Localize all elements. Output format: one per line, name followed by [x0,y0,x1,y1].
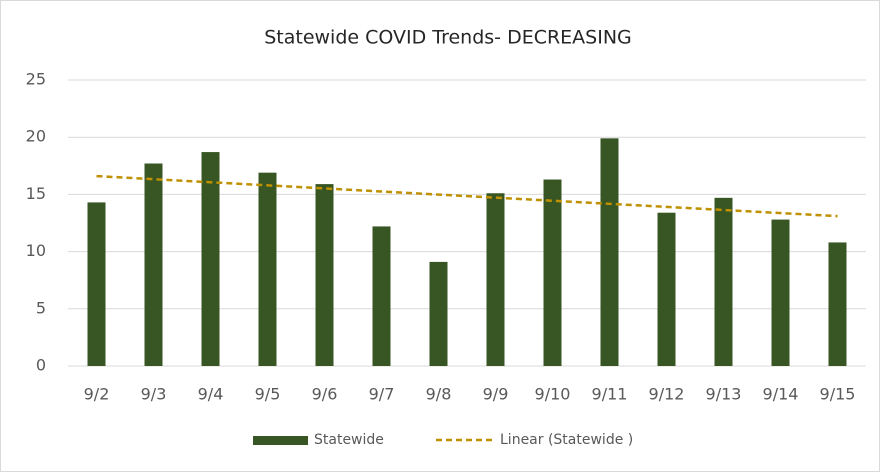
y-tick-label: 20 [26,127,46,146]
chart-title: Statewide COVID Trends- DECREASING [264,27,632,49]
bar [543,179,562,366]
bar [657,212,676,366]
bar [486,193,505,366]
x-tick-label: 9/5 [255,385,281,404]
x-tick-label: 9/9 [483,385,509,404]
bar [315,184,334,366]
x-tick-label: 9/4 [198,385,224,404]
bar [258,172,277,366]
bar [714,197,733,366]
x-tick-label: 9/11 [592,385,628,404]
x-tick-label: 9/14 [763,385,799,404]
y-tick-label: 0 [36,356,46,375]
x-tick-label: 9/6 [312,385,338,404]
x-tick-label: 9/3 [141,385,167,404]
x-tick-label: 9/7 [369,385,395,404]
y-tick-label: 25 [26,70,46,89]
x-tick-label: 9/10 [535,385,571,404]
x-tick-label: 9/2 [84,385,110,404]
y-tick-label: 10 [26,241,46,260]
legend-swatch [253,436,308,445]
x-tick-label: 9/13 [706,385,742,404]
bar [600,138,619,366]
trendline [96,174,838,218]
x-tick-label: 9/8 [426,385,452,404]
bar [771,219,790,366]
bar [87,202,106,366]
bar [201,152,220,366]
bar [429,261,448,366]
bar [372,226,391,366]
x-tick-label: 9/12 [649,385,685,404]
legend-label: Linear (Statewide ) [500,432,633,448]
y-tick-label: 5 [36,298,46,317]
legend-label: Statewide [314,432,384,448]
y-tick-label: 15 [26,184,46,203]
bar [144,163,163,366]
bar [828,242,847,366]
x-tick-label: 9/15 [820,385,856,404]
